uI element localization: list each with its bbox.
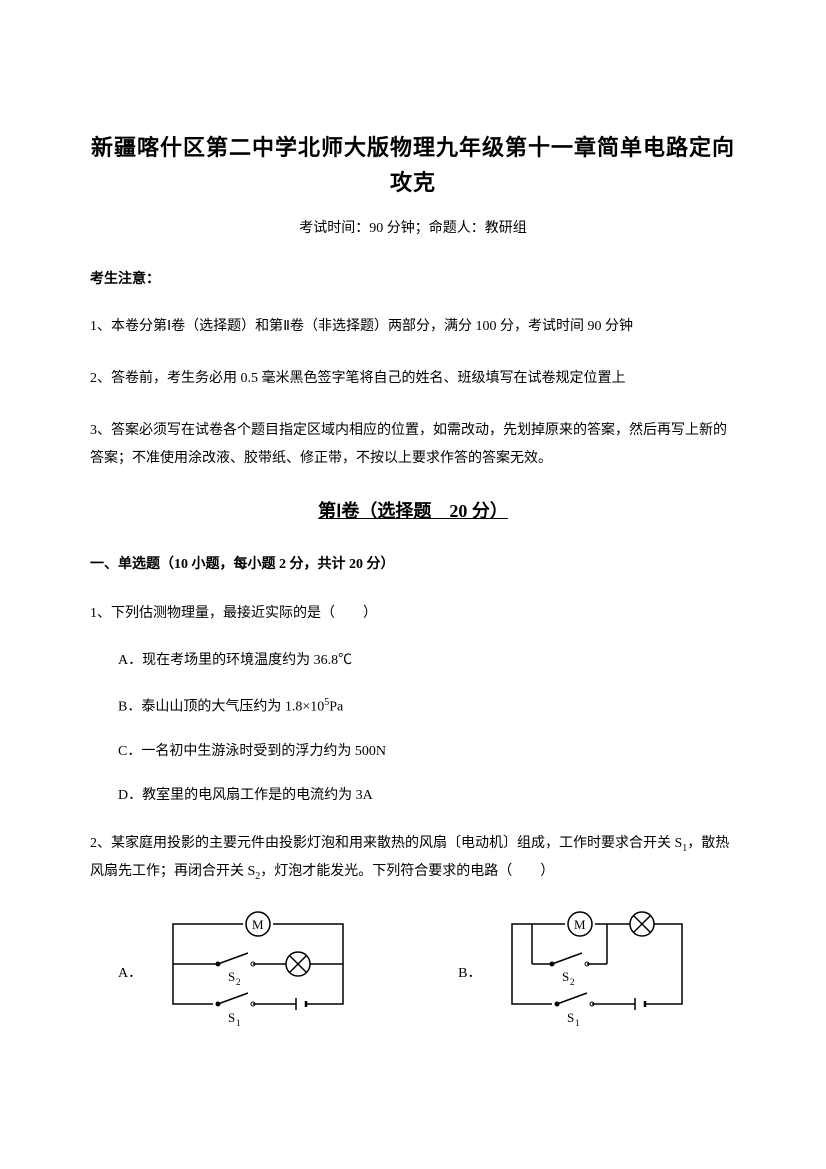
question-1-option-c: C．一名初中生游泳时受到的浮力约为 500N (118, 741, 736, 763)
option-label-a: A． (118, 963, 142, 985)
option-text: Pa (329, 699, 343, 714)
switch-sub: 1 (575, 1018, 580, 1028)
notice-item: 3、答案必须写在试卷各个题目指定区域内相应的位置，如需改动，先划掉原来的答案，然… (90, 417, 736, 473)
subsection-header: 一、单选题（10 小题，每小题 2 分，共计 20 分） (90, 554, 736, 576)
circuit-diagram-a: S 2 M S 1 (158, 909, 358, 1039)
question-2-stem: 2、某家庭用投影的主要元件由投影灯泡和用来散热的风扇〔电动机〕组成，工作时要求合… (90, 830, 736, 888)
switch-label: S (567, 1010, 574, 1025)
switch-label: S (228, 969, 235, 984)
notice-header: 考生注意： (90, 269, 736, 291)
circuit-options-row: A． S 2 M S 1 B． S (118, 909, 736, 1039)
motor-label: M (252, 917, 264, 932)
motor-label: M (574, 917, 586, 932)
switch-label: S (228, 1010, 235, 1025)
question-1-option-d: D．教室里的电风扇工作是的电流约为 3A (118, 785, 736, 807)
stem-text: ，灯泡才能发光。下列符合要求的电路（ ） (260, 864, 554, 879)
question-1-stem: 1、下列估测物理量，最接近实际的是（ ） (90, 600, 736, 628)
notice-item: 2、答卷前，考生务必用 0.5 毫米黑色签字笔将自己的姓名、班级填写在试卷规定位… (90, 365, 736, 393)
notice-item: 1、本卷分第Ⅰ卷（选择题）和第Ⅱ卷（非选择题）两部分，满分 100 分，考试时间… (90, 313, 736, 341)
question-1-option-b: B．泰山山顶的大气压约为 1.8×105Pa (118, 695, 736, 719)
switch-sub: 2 (236, 977, 241, 987)
option-label-b: B． (458, 963, 481, 985)
circuit-diagram-b: S 2 M S 1 (497, 909, 697, 1039)
question-1-option-a: A．现在考场里的环境温度约为 36.8℃ (118, 650, 736, 672)
exam-subtitle: 考试时间：90 分钟；命题人：教研组 (90, 218, 736, 240)
stem-text: 2、某家庭用投影的主要元件由投影灯泡和用来散热的风扇〔电动机〕组成，工作时要求合… (90, 836, 682, 851)
exam-title: 新疆喀什区第二中学北师大版物理九年级第十一章简单电路定向攻克 (90, 130, 736, 200)
switch-sub: 2 (570, 977, 575, 987)
option-text: B．泰山山顶的大气压约为 1.8×10 (118, 699, 324, 714)
switch-sub: 1 (236, 1018, 241, 1028)
section-title: 第Ⅰ卷（选择题 20 分） (90, 497, 736, 526)
switch-label: S (562, 969, 569, 984)
